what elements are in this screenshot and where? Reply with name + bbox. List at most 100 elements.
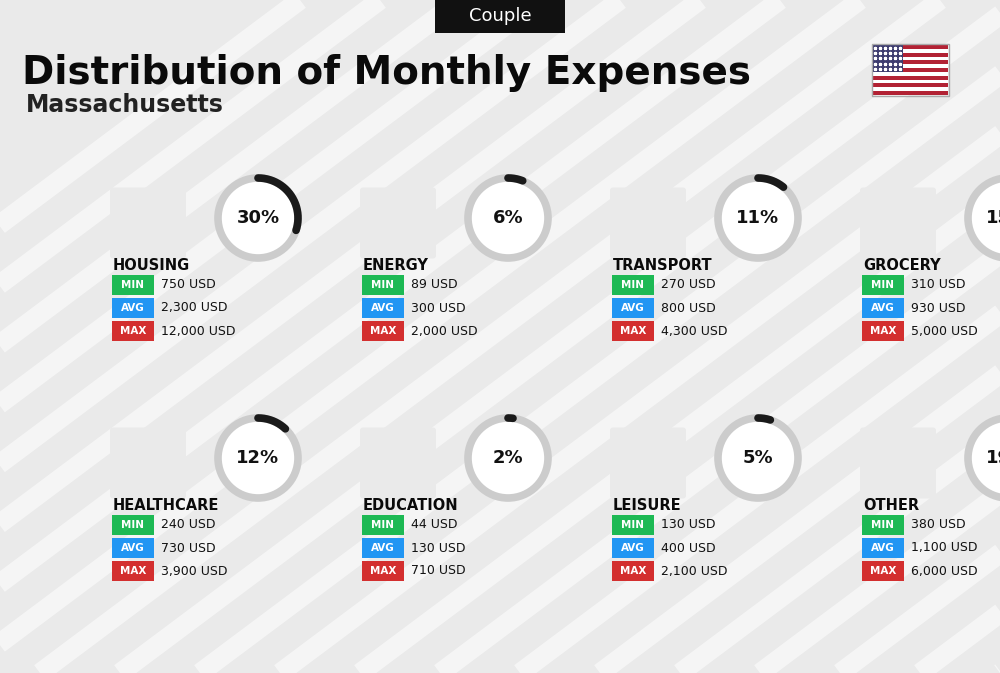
FancyBboxPatch shape: [862, 275, 904, 295]
Text: 19%: 19%: [986, 449, 1000, 467]
Circle shape: [968, 418, 1000, 498]
FancyBboxPatch shape: [112, 538, 154, 558]
Text: 12,000 USD: 12,000 USD: [161, 324, 236, 337]
Text: 89 USD: 89 USD: [411, 279, 458, 291]
Text: AVG: AVG: [621, 303, 645, 313]
Text: 800 USD: 800 USD: [661, 302, 716, 314]
Text: 5%: 5%: [743, 449, 773, 467]
Text: AVG: AVG: [871, 303, 895, 313]
Text: MAX: MAX: [620, 566, 646, 576]
Text: ENERGY: ENERGY: [363, 258, 429, 273]
Text: 1,100 USD: 1,100 USD: [911, 542, 978, 555]
Text: 300 USD: 300 USD: [411, 302, 466, 314]
Text: 750 USD: 750 USD: [161, 279, 216, 291]
Text: 2,100 USD: 2,100 USD: [661, 565, 728, 577]
Text: AVG: AVG: [121, 543, 145, 553]
FancyBboxPatch shape: [872, 64, 948, 68]
Text: 130 USD: 130 USD: [661, 518, 716, 532]
Text: 240 USD: 240 USD: [161, 518, 216, 532]
FancyBboxPatch shape: [112, 275, 154, 295]
FancyBboxPatch shape: [872, 72, 948, 76]
Text: 930 USD: 930 USD: [911, 302, 966, 314]
FancyBboxPatch shape: [612, 538, 654, 558]
Text: 130 USD: 130 USD: [411, 542, 466, 555]
Text: 12%: 12%: [236, 449, 280, 467]
FancyBboxPatch shape: [872, 45, 948, 49]
FancyBboxPatch shape: [860, 188, 936, 258]
Text: MAX: MAX: [870, 326, 896, 336]
Text: 710 USD: 710 USD: [411, 565, 466, 577]
Text: MAX: MAX: [370, 566, 396, 576]
Text: Massachusetts: Massachusetts: [26, 93, 224, 117]
FancyBboxPatch shape: [872, 57, 948, 61]
FancyBboxPatch shape: [612, 321, 654, 341]
Circle shape: [468, 178, 548, 258]
Text: MAX: MAX: [120, 566, 146, 576]
FancyBboxPatch shape: [862, 538, 904, 558]
Text: MIN: MIN: [372, 520, 394, 530]
Text: 310 USD: 310 USD: [911, 279, 966, 291]
FancyBboxPatch shape: [362, 298, 404, 318]
Text: 11%: 11%: [736, 209, 780, 227]
FancyBboxPatch shape: [362, 275, 404, 295]
FancyBboxPatch shape: [872, 79, 948, 83]
Text: MIN: MIN: [872, 520, 895, 530]
Text: AVG: AVG: [371, 543, 395, 553]
FancyBboxPatch shape: [610, 427, 686, 499]
FancyBboxPatch shape: [872, 76, 948, 79]
FancyBboxPatch shape: [872, 91, 948, 95]
Circle shape: [718, 178, 798, 258]
FancyBboxPatch shape: [362, 561, 404, 581]
Text: AVG: AVG: [121, 303, 145, 313]
FancyBboxPatch shape: [862, 298, 904, 318]
FancyBboxPatch shape: [872, 45, 902, 72]
FancyBboxPatch shape: [872, 49, 948, 52]
FancyBboxPatch shape: [862, 321, 904, 341]
Text: AVG: AVG: [871, 543, 895, 553]
FancyBboxPatch shape: [612, 561, 654, 581]
FancyBboxPatch shape: [872, 87, 948, 91]
Text: MIN: MIN: [122, 520, 144, 530]
FancyBboxPatch shape: [872, 52, 948, 57]
Text: 3,900 USD: 3,900 USD: [161, 565, 228, 577]
FancyBboxPatch shape: [872, 83, 948, 87]
Text: 6%: 6%: [493, 209, 523, 227]
Text: 380 USD: 380 USD: [911, 518, 966, 532]
FancyBboxPatch shape: [110, 427, 186, 499]
Circle shape: [468, 418, 548, 498]
Text: MAX: MAX: [620, 326, 646, 336]
Circle shape: [718, 418, 798, 498]
Text: 30%: 30%: [236, 209, 280, 227]
Text: 730 USD: 730 USD: [161, 542, 216, 555]
Text: MAX: MAX: [870, 566, 896, 576]
Text: Distribution of Monthly Expenses: Distribution of Monthly Expenses: [22, 54, 751, 92]
Text: 2,300 USD: 2,300 USD: [161, 302, 228, 314]
Circle shape: [218, 178, 298, 258]
Text: AVG: AVG: [371, 303, 395, 313]
Text: MIN: MIN: [372, 280, 394, 290]
Text: MIN: MIN: [622, 280, 644, 290]
FancyBboxPatch shape: [360, 188, 436, 258]
FancyBboxPatch shape: [612, 275, 654, 295]
Text: MIN: MIN: [622, 520, 644, 530]
FancyBboxPatch shape: [862, 515, 904, 535]
Text: TRANSPORT: TRANSPORT: [613, 258, 713, 273]
FancyBboxPatch shape: [435, 0, 565, 33]
Text: MIN: MIN: [872, 280, 895, 290]
FancyBboxPatch shape: [612, 298, 654, 318]
Text: 270 USD: 270 USD: [661, 279, 716, 291]
Text: MAX: MAX: [370, 326, 396, 336]
Text: MIN: MIN: [122, 280, 144, 290]
Text: AVG: AVG: [621, 543, 645, 553]
FancyBboxPatch shape: [362, 515, 404, 535]
Text: 5,000 USD: 5,000 USD: [911, 324, 978, 337]
FancyBboxPatch shape: [112, 515, 154, 535]
Text: 400 USD: 400 USD: [661, 542, 716, 555]
Text: 44 USD: 44 USD: [411, 518, 458, 532]
FancyBboxPatch shape: [362, 538, 404, 558]
Text: Couple: Couple: [469, 7, 531, 25]
FancyBboxPatch shape: [872, 68, 948, 72]
Text: GROCERY: GROCERY: [863, 258, 941, 273]
FancyBboxPatch shape: [112, 321, 154, 341]
Text: LEISURE: LEISURE: [613, 497, 682, 513]
